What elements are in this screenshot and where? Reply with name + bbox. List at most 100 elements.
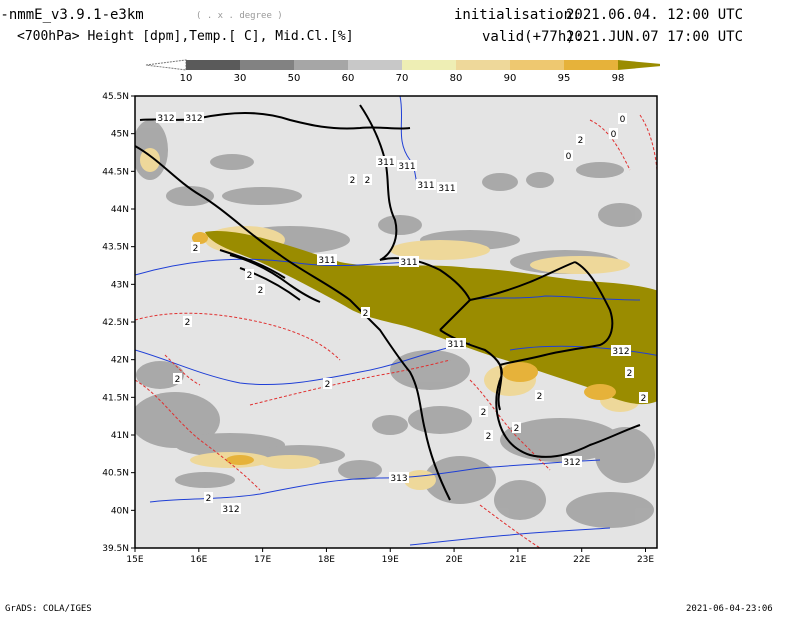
temp-label: 2: [481, 408, 487, 418]
lat-tick-label: 39.5N: [102, 544, 129, 554]
lon-tick-label: 18E: [318, 555, 335, 565]
colorbar: [145, 59, 660, 71]
lon-tick-label: 21E: [509, 555, 526, 565]
lat-tick-label: 40.5N: [102, 469, 129, 479]
lon-tick-label: 17E: [254, 555, 271, 565]
temp-label: 2: [363, 309, 369, 319]
colorbar-swatch: [564, 60, 618, 70]
temp-label: 0: [611, 130, 617, 140]
height-label: 311: [377, 158, 394, 168]
lat-tick-label: 41.5N: [102, 393, 129, 403]
temp-label: 2: [206, 494, 212, 504]
height-label: 312: [222, 505, 239, 515]
lat-tick-label: 40N: [111, 506, 129, 516]
init-value: 2021.06.04. 12:00 UTC: [566, 7, 744, 23]
temp-label: 0: [566, 152, 572, 162]
lon-tick-label: 23E: [637, 555, 654, 565]
height-label-bg: [389, 472, 409, 483]
temp-label-bg: [639, 392, 648, 403]
temp-label-bg: [323, 378, 332, 389]
colorbar-swatch: [186, 60, 240, 70]
colorbar-swatch: [348, 60, 402, 70]
latitude-axis: 45.5N 45N 44.5N 44N 43.5N 43N 42.5N 42N 41.5N 41N…: [102, 92, 135, 554]
cloud-cover-orange: [192, 232, 616, 465]
temp-label-bg: [173, 373, 182, 384]
valid-value: 2021.JUN.07 17:00 UTC: [566, 29, 744, 45]
height-label-bg: [156, 112, 176, 123]
lon-tick-label: 19E: [382, 555, 399, 565]
height-label: 312: [157, 114, 174, 124]
colorbar-swatch: [618, 60, 660, 70]
temp-label-bg: [245, 269, 254, 280]
lon-tick-label: 22E: [573, 555, 590, 565]
temp-label-bg: [479, 406, 488, 417]
temp-label: 2: [365, 176, 371, 186]
height-label: 311: [417, 181, 434, 191]
height-label: 311: [318, 256, 335, 266]
colorbar-level-label: 70: [395, 73, 409, 84]
height-label: 312: [185, 114, 202, 124]
temp-label-bg: [625, 367, 634, 378]
height-label-bg: [446, 338, 466, 349]
model-title: F-nmmE_v3.9.1-e3km: [0, 7, 144, 23]
lat-tick-label: 41N: [111, 431, 129, 441]
temp-label-bg: [535, 390, 544, 401]
temp-label-bg: [609, 128, 618, 139]
temp-label: 2: [514, 424, 520, 434]
lon-tick-label: 20E: [446, 555, 463, 565]
temp-label: 2: [350, 176, 356, 186]
footer-timestamp: 2021-06-04-23:06: [686, 604, 773, 614]
temp-label-bg: [363, 174, 372, 185]
colorbar-level-label: 50: [287, 73, 301, 84]
field-description: <700hPa> Height [dpm],Temp.[ C], Mid.Cl.…: [17, 29, 354, 44]
temp-label-bg: [564, 150, 573, 161]
colorbar-level-label: 30: [233, 73, 247, 84]
valid-label: valid(+77h):: [482, 29, 584, 45]
temp-label: 2: [193, 244, 199, 254]
colorbar-level-label: 90: [503, 73, 517, 84]
colorbar-swatch: [402, 60, 456, 70]
colorbar-swatch: [240, 60, 294, 70]
temperature-contours: [135, 114, 657, 548]
temp-label: 0: [620, 115, 626, 125]
height-label: 311: [447, 340, 464, 350]
height-label-bg: [399, 256, 419, 267]
height-label-bg: [416, 179, 436, 190]
height-label-bg: [317, 254, 337, 265]
height-label: 313: [390, 474, 407, 484]
temp-label-bg: [191, 242, 200, 253]
unit-hint: ( . x . degree ): [196, 11, 283, 21]
height-label-bg: [376, 156, 396, 167]
temp-label: 2: [185, 318, 191, 328]
height-label: 311: [400, 258, 417, 268]
temp-label-bg: [183, 316, 192, 327]
colorbar-level-label: 95: [557, 73, 571, 84]
lat-tick-label: 44N: [111, 205, 129, 215]
colorbar-swatch: [510, 60, 564, 70]
height-label-bg: [397, 160, 417, 171]
temp-label-bg: [361, 307, 370, 318]
temp-label: 2: [258, 286, 264, 296]
temp-label-bg: [618, 113, 627, 124]
height-label: 311: [398, 162, 415, 172]
temp-label-bg: [576, 134, 585, 145]
height-label: 312: [563, 458, 580, 468]
longitude-axis: 15E 16E 17E 18E 19E 20E 21E 22E 23E: [126, 548, 654, 565]
lat-tick-label: 42N: [111, 356, 129, 366]
lat-tick-label: 44.5N: [102, 167, 129, 177]
height-label-bg: [184, 112, 204, 123]
lon-tick-label: 16E: [190, 555, 207, 565]
colorbar-level-label: 80: [449, 73, 463, 84]
temp-label-bg: [256, 284, 265, 295]
lon-tick-label: 15E: [126, 555, 143, 565]
lat-tick-label: 43N: [111, 280, 129, 290]
height-label: 312: [612, 347, 629, 357]
temp-label: 2: [486, 432, 492, 442]
lat-tick-label: 42.5N: [102, 318, 129, 328]
lat-tick-label: 43.5N: [102, 243, 129, 253]
temp-label: 2: [175, 375, 181, 385]
height-label-bg: [562, 456, 582, 467]
lat-tick-label: 45N: [111, 130, 129, 140]
colorbar-level-label: 60: [341, 73, 355, 84]
